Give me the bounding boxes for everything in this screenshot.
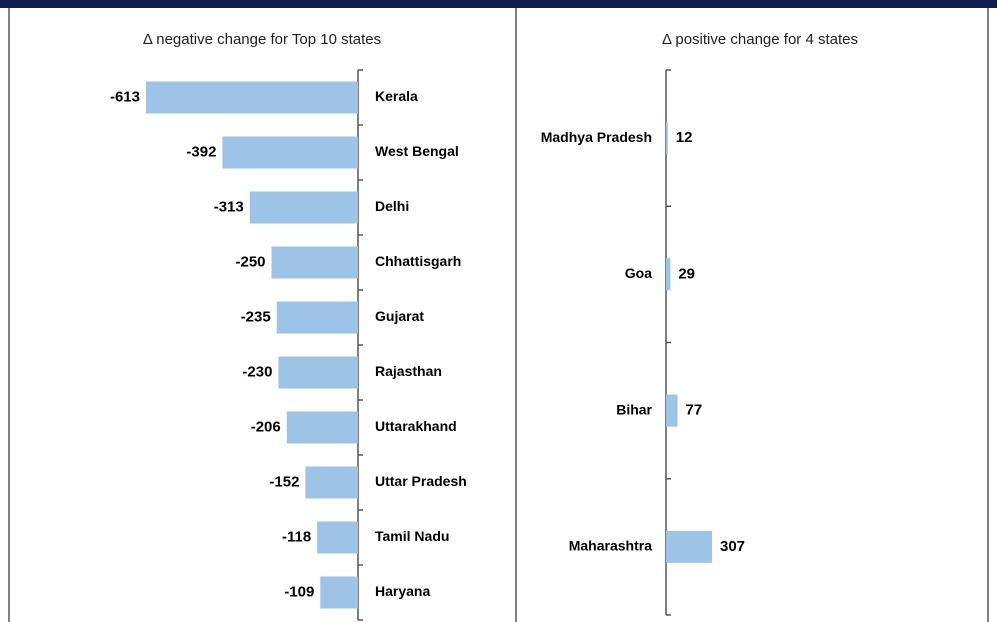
value-label: 77 [686,402,703,419]
category-label: Goa [625,265,652,281]
category-label: Gujarat [375,308,424,324]
value-label: -206 [251,418,281,435]
header-band [0,0,997,8]
category-label: Rajasthan [375,363,442,379]
value-label: -230 [242,363,272,380]
category-label: Kerala [375,88,418,104]
bar [666,258,671,291]
category-label: Tamil Nadu [375,528,449,544]
category-label: Uttar Pradesh [375,473,467,489]
bar [666,122,668,155]
value-label: 29 [678,265,695,282]
bar [317,521,358,554]
category-label: Bihar [616,401,652,417]
bar [666,394,678,427]
value-label: -152 [269,473,299,490]
value-label: -235 [241,308,271,325]
bar [271,246,358,279]
bar [278,356,358,389]
value-label: -613 [110,88,140,105]
bar [276,301,358,334]
bar [305,466,358,499]
bar [222,136,358,169]
chart-title: Δ positive change for 4 states [662,31,858,48]
bar [320,576,358,609]
category-label: Uttarakhand [375,418,457,434]
category-label: Maharashtra [569,538,652,554]
category-label: Haryana [375,583,430,599]
category-label: Chhattisgarh [375,253,461,269]
bar [249,191,358,224]
value-label: -109 [284,583,314,600]
chart-title: Δ negative change for Top 10 states [143,31,381,48]
bar [146,81,358,114]
value-label: 12 [676,129,693,146]
value-label: -392 [186,143,216,160]
value-label: -118 [282,528,311,545]
bar [286,411,358,444]
category-label: Delhi [375,198,409,214]
value-label: -313 [214,198,244,215]
category-label: West Bengal [375,143,459,159]
value-label: -250 [236,253,266,270]
category-label: Madhya Pradesh [541,129,652,145]
value-label: 307 [720,538,745,555]
bar [666,530,712,563]
